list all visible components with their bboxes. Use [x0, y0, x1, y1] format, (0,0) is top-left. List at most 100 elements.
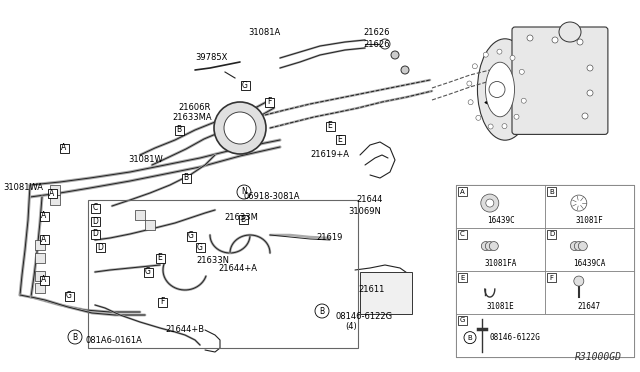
Text: F: F — [267, 97, 271, 106]
Circle shape — [468, 100, 473, 105]
FancyBboxPatch shape — [35, 240, 45, 250]
Text: 21633N: 21633N — [196, 256, 229, 265]
Circle shape — [582, 113, 588, 119]
FancyBboxPatch shape — [512, 27, 608, 134]
FancyBboxPatch shape — [545, 228, 634, 271]
Circle shape — [464, 332, 476, 344]
FancyBboxPatch shape — [458, 230, 467, 239]
Circle shape — [587, 65, 593, 71]
Circle shape — [467, 81, 472, 86]
Circle shape — [485, 241, 494, 251]
Text: 21644: 21644 — [356, 195, 382, 204]
Text: 31081FA: 31081FA — [484, 259, 516, 268]
Text: 21611: 21611 — [358, 285, 385, 294]
FancyBboxPatch shape — [547, 187, 556, 196]
Circle shape — [519, 69, 524, 74]
FancyBboxPatch shape — [65, 292, 74, 301]
Text: G: G — [188, 231, 194, 241]
Circle shape — [577, 39, 583, 45]
Text: 21647: 21647 — [578, 302, 601, 311]
Circle shape — [483, 52, 488, 57]
Text: F: F — [160, 298, 164, 307]
Text: R31000GD: R31000GD — [575, 352, 622, 362]
FancyBboxPatch shape — [264, 97, 273, 106]
Circle shape — [380, 39, 390, 49]
FancyBboxPatch shape — [195, 243, 205, 251]
Circle shape — [237, 185, 251, 199]
Text: B: B — [241, 215, 246, 224]
Circle shape — [514, 114, 519, 119]
FancyBboxPatch shape — [95, 243, 104, 251]
FancyBboxPatch shape — [182, 173, 191, 183]
FancyBboxPatch shape — [326, 122, 335, 131]
FancyBboxPatch shape — [35, 271, 45, 281]
Text: 39785X: 39785X — [195, 53, 227, 62]
Text: 21644+B: 21644+B — [165, 325, 204, 334]
Circle shape — [521, 98, 526, 103]
Text: G: G — [460, 317, 465, 324]
Ellipse shape — [559, 22, 581, 42]
Text: 081A6-0161A: 081A6-0161A — [85, 336, 142, 345]
Circle shape — [574, 241, 583, 251]
FancyBboxPatch shape — [360, 272, 412, 314]
Circle shape — [315, 304, 329, 318]
Circle shape — [476, 115, 481, 120]
Text: 31069N: 31069N — [348, 207, 381, 216]
Ellipse shape — [477, 39, 532, 140]
Text: A: A — [49, 189, 54, 198]
FancyBboxPatch shape — [40, 276, 49, 285]
Text: A: A — [42, 276, 47, 285]
Text: G: G — [145, 267, 151, 276]
Circle shape — [570, 241, 579, 251]
FancyBboxPatch shape — [157, 298, 166, 307]
FancyBboxPatch shape — [50, 195, 60, 205]
Circle shape — [579, 241, 588, 251]
Text: B: B — [177, 125, 182, 135]
FancyBboxPatch shape — [135, 210, 145, 220]
FancyBboxPatch shape — [35, 283, 45, 293]
Text: 08146-6122G: 08146-6122G — [335, 312, 392, 321]
Text: B: B — [184, 173, 189, 183]
Text: E: E — [338, 135, 342, 144]
Text: 21626: 21626 — [363, 40, 390, 49]
FancyBboxPatch shape — [456, 185, 545, 228]
Text: B: B — [72, 333, 77, 341]
Text: G: G — [242, 80, 248, 90]
Circle shape — [489, 81, 505, 97]
Text: 21633M: 21633M — [224, 213, 258, 222]
FancyBboxPatch shape — [186, 231, 195, 241]
Text: 31081E: 31081E — [486, 302, 515, 311]
Text: 21606R: 21606R — [178, 103, 211, 112]
Text: 21626: 21626 — [363, 28, 390, 37]
Text: 08146-6122G: 08146-6122G — [489, 333, 540, 342]
Circle shape — [486, 199, 494, 207]
FancyBboxPatch shape — [239, 215, 248, 224]
Text: C: C — [460, 231, 465, 237]
Text: E: E — [157, 253, 163, 263]
FancyBboxPatch shape — [458, 316, 467, 325]
Circle shape — [502, 124, 507, 129]
FancyBboxPatch shape — [47, 189, 56, 198]
Text: D: D — [97, 243, 103, 251]
FancyBboxPatch shape — [156, 253, 164, 263]
Text: D: D — [92, 230, 98, 238]
FancyBboxPatch shape — [241, 80, 250, 90]
Text: B: B — [319, 307, 324, 315]
Text: B: B — [468, 335, 472, 341]
FancyBboxPatch shape — [456, 314, 634, 357]
Text: (4): (4) — [345, 322, 356, 331]
Text: B: B — [549, 189, 554, 195]
Text: 31081W: 31081W — [128, 155, 163, 164]
Circle shape — [488, 124, 493, 129]
Text: 21619: 21619 — [316, 233, 342, 242]
Circle shape — [571, 195, 587, 211]
Text: E: E — [328, 122, 332, 131]
FancyBboxPatch shape — [545, 185, 634, 228]
FancyBboxPatch shape — [60, 144, 68, 153]
FancyBboxPatch shape — [143, 267, 152, 276]
Text: A: A — [42, 212, 47, 221]
FancyBboxPatch shape — [40, 234, 49, 244]
FancyBboxPatch shape — [40, 212, 49, 221]
Circle shape — [552, 37, 558, 43]
FancyBboxPatch shape — [456, 228, 545, 271]
